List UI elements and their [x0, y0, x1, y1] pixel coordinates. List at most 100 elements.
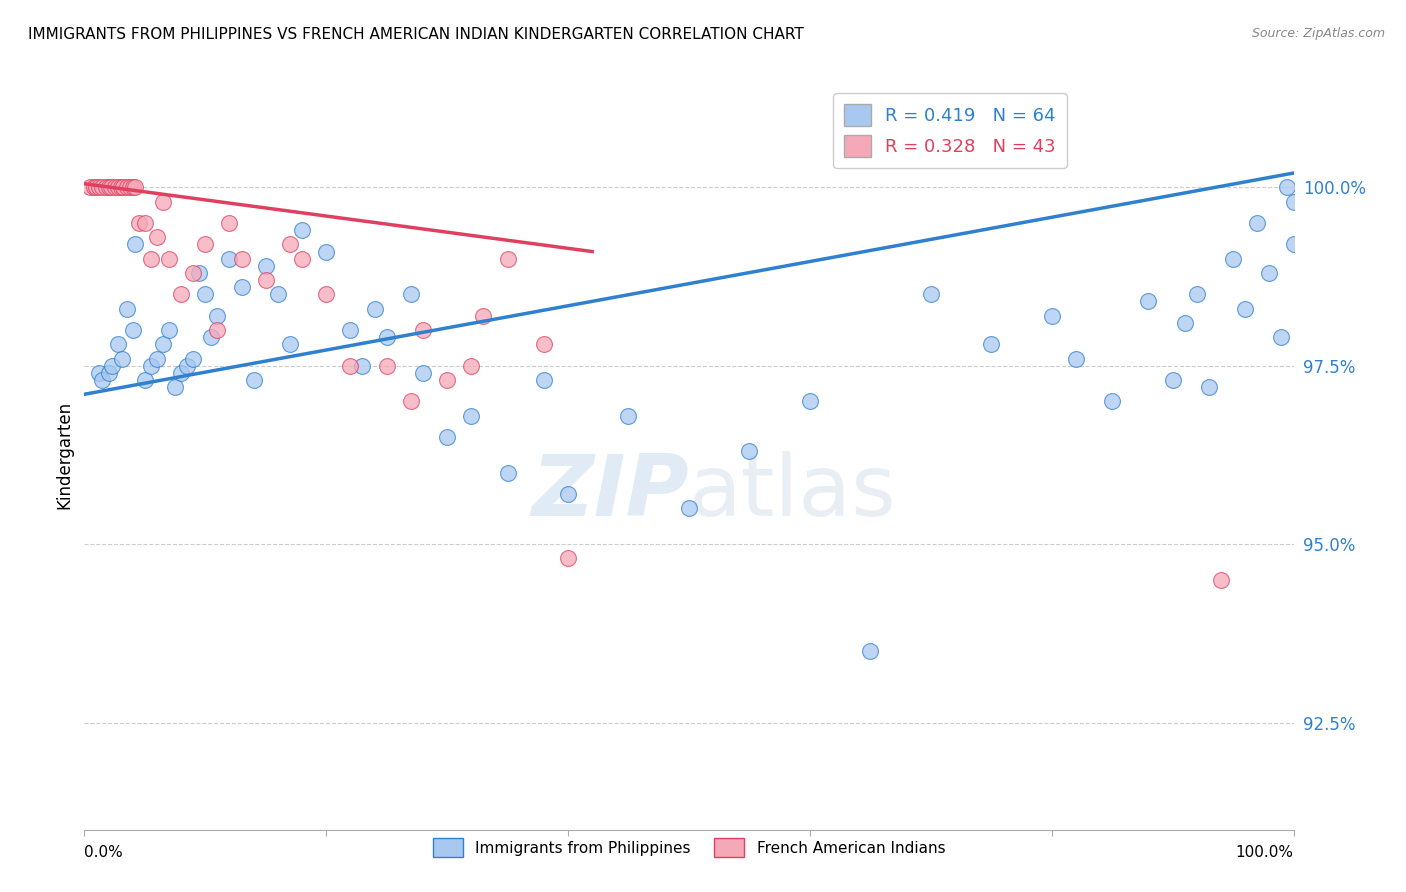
Point: [121, 323, 143, 337]
Point: [176, 359, 198, 373]
Point: [91, 373, 114, 387]
Point: [1174, 316, 1197, 330]
Point: [86, 180, 108, 194]
Point: [194, 287, 217, 301]
Point: [181, 266, 204, 280]
Point: [120, 180, 142, 194]
Text: 100.0%: 100.0%: [1236, 845, 1294, 860]
Point: [267, 287, 290, 301]
Point: [101, 359, 124, 373]
Point: [339, 323, 361, 337]
Point: [152, 337, 174, 351]
Point: [152, 194, 174, 209]
Point: [79, 180, 101, 194]
Point: [1185, 287, 1208, 301]
Point: [170, 287, 193, 301]
Point: [124, 180, 146, 194]
Point: [110, 180, 132, 194]
Point: [104, 180, 127, 194]
Point: [121, 180, 143, 194]
Point: [799, 394, 821, 409]
Point: [200, 330, 222, 344]
Point: [111, 351, 134, 366]
Point: [139, 252, 162, 266]
Point: [339, 359, 361, 373]
Point: [97, 180, 120, 194]
Point: [146, 230, 169, 244]
Point: [278, 237, 301, 252]
Point: [218, 216, 240, 230]
Point: [134, 373, 156, 387]
Point: [375, 359, 398, 373]
Point: [533, 337, 555, 351]
Point: [112, 180, 135, 194]
Point: [1161, 373, 1184, 387]
Text: IMMIGRANTS FROM PHILIPPINES VS FRENCH AMERICAN INDIAN KINDERGARTEN CORRELATION C: IMMIGRANTS FROM PHILIPPINES VS FRENCH AM…: [28, 27, 804, 42]
Point: [1222, 252, 1244, 266]
Point: [1064, 351, 1087, 366]
Point: [83, 180, 105, 194]
Point: [1277, 180, 1299, 194]
Point: [920, 287, 942, 301]
Point: [472, 309, 495, 323]
Point: [107, 180, 129, 194]
Point: [1258, 266, 1281, 280]
Legend: Immigrants from Philippines, French American Indians: Immigrants from Philippines, French Amer…: [426, 832, 952, 863]
Point: [165, 380, 187, 394]
Point: [738, 444, 761, 458]
Point: [496, 252, 519, 266]
Point: [157, 252, 180, 266]
Point: [100, 180, 122, 194]
Point: [134, 216, 156, 230]
Point: [460, 359, 482, 373]
Point: [157, 323, 180, 337]
Point: [533, 373, 555, 387]
Point: [557, 487, 579, 501]
Point: [278, 337, 301, 351]
Point: [557, 551, 579, 566]
Point: [1137, 294, 1160, 309]
Point: [170, 366, 193, 380]
Point: [496, 466, 519, 480]
Point: [115, 301, 138, 316]
Point: [1101, 394, 1123, 409]
Point: [254, 259, 277, 273]
Point: [87, 366, 110, 380]
Point: [124, 237, 146, 252]
Point: [375, 330, 398, 344]
Point: [1270, 330, 1292, 344]
Point: [678, 501, 700, 516]
Point: [91, 180, 114, 194]
Point: [363, 301, 385, 316]
Point: [1209, 573, 1232, 587]
Y-axis label: Kindergarten: Kindergarten: [55, 401, 73, 509]
Point: [315, 244, 337, 259]
Point: [859, 644, 882, 658]
Point: [399, 394, 422, 409]
Point: [188, 266, 211, 280]
Point: [291, 223, 314, 237]
Point: [460, 409, 482, 423]
Point: [231, 280, 253, 294]
Point: [617, 409, 640, 423]
Point: [436, 373, 458, 387]
Point: [139, 359, 162, 373]
Point: [399, 287, 422, 301]
Point: [1282, 237, 1305, 252]
Point: [1282, 194, 1305, 209]
Point: [87, 180, 110, 194]
Point: [115, 180, 138, 194]
Point: [1246, 216, 1268, 230]
Point: [231, 252, 253, 266]
Text: Source: ZipAtlas.com: Source: ZipAtlas.com: [1251, 27, 1385, 40]
Text: ZIP: ZIP: [531, 450, 689, 534]
Point: [242, 373, 264, 387]
Point: [128, 216, 150, 230]
Point: [146, 351, 169, 366]
Point: [194, 237, 217, 252]
Point: [207, 323, 229, 337]
Text: atlas: atlas: [689, 450, 897, 534]
Point: [436, 430, 458, 444]
Point: [980, 337, 1002, 351]
Point: [218, 252, 240, 266]
